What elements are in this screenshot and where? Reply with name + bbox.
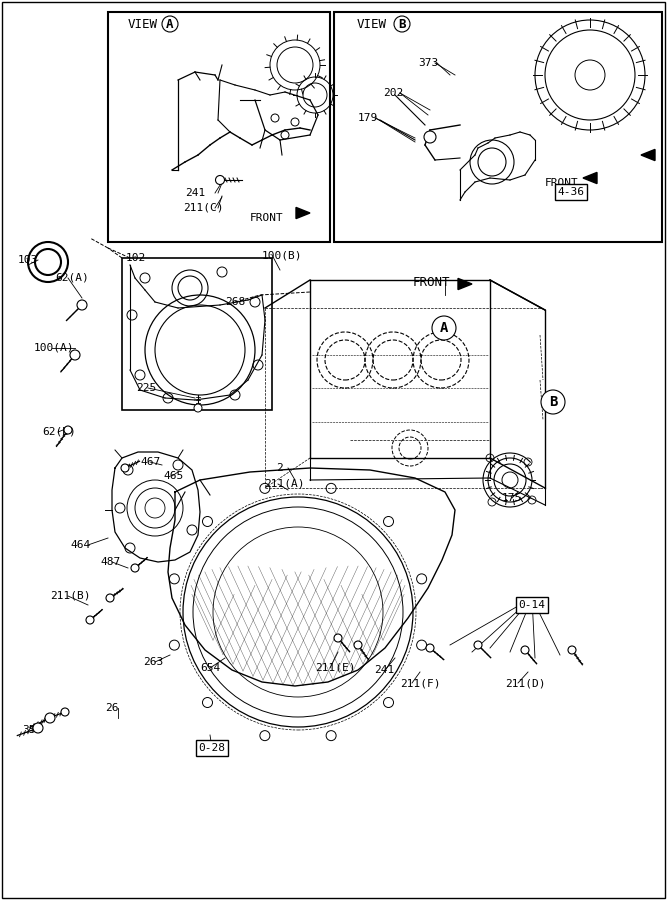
- Text: A: A: [166, 17, 173, 31]
- Text: 62(A): 62(A): [55, 273, 89, 283]
- Text: B: B: [549, 395, 557, 409]
- Text: 465: 465: [163, 471, 183, 481]
- Polygon shape: [296, 207, 310, 219]
- Text: FRONT: FRONT: [413, 276, 450, 290]
- Text: 654: 654: [200, 663, 220, 673]
- Text: 467: 467: [140, 457, 160, 467]
- Text: 241: 241: [374, 665, 394, 675]
- Text: 211(B): 211(B): [50, 591, 91, 601]
- Text: 0-14: 0-14: [518, 600, 546, 610]
- Bar: [334, 12, 662, 242]
- Text: 211(C): 211(C): [183, 203, 223, 213]
- Text: 241: 241: [185, 188, 205, 198]
- Circle shape: [215, 176, 225, 184]
- Text: 179: 179: [358, 113, 378, 123]
- Circle shape: [61, 708, 69, 716]
- Polygon shape: [583, 173, 597, 184]
- Text: 0-28: 0-28: [199, 743, 225, 753]
- Text: FRONT: FRONT: [545, 178, 579, 188]
- Text: 202: 202: [383, 88, 404, 98]
- Circle shape: [106, 594, 114, 602]
- Text: 26: 26: [105, 703, 119, 713]
- Bar: [108, 12, 330, 242]
- Circle shape: [86, 616, 94, 624]
- Text: 464: 464: [70, 540, 90, 550]
- Circle shape: [64, 426, 72, 434]
- Circle shape: [521, 646, 529, 654]
- Text: A: A: [440, 321, 448, 335]
- Text: 2: 2: [276, 463, 283, 473]
- Circle shape: [70, 350, 80, 360]
- Text: 211(A): 211(A): [264, 479, 305, 489]
- Circle shape: [162, 16, 178, 32]
- Circle shape: [334, 634, 342, 642]
- Circle shape: [33, 723, 43, 733]
- Text: 225: 225: [136, 383, 156, 393]
- Circle shape: [474, 641, 482, 649]
- Text: 103: 103: [18, 255, 38, 265]
- Circle shape: [568, 646, 576, 654]
- Text: 211(D): 211(D): [505, 678, 546, 688]
- Circle shape: [194, 404, 202, 412]
- Circle shape: [131, 564, 139, 572]
- Text: 358: 358: [22, 725, 42, 735]
- Circle shape: [541, 390, 565, 414]
- Text: B: B: [398, 17, 406, 31]
- Text: 373: 373: [418, 58, 438, 68]
- Circle shape: [121, 464, 129, 472]
- Text: 175: 175: [502, 493, 522, 503]
- Circle shape: [354, 641, 362, 649]
- Text: 268: 268: [225, 297, 245, 307]
- Text: FRONT: FRONT: [250, 213, 283, 223]
- Circle shape: [424, 131, 436, 143]
- Text: 211(E): 211(E): [315, 663, 356, 673]
- Circle shape: [45, 713, 55, 723]
- Circle shape: [394, 16, 410, 32]
- Text: 4-36: 4-36: [558, 187, 584, 197]
- Text: 211(F): 211(F): [400, 678, 440, 688]
- Polygon shape: [458, 278, 472, 290]
- Text: 100(B): 100(B): [262, 250, 303, 260]
- Polygon shape: [641, 149, 655, 160]
- Text: VIEW: VIEW: [128, 17, 158, 31]
- Circle shape: [77, 300, 87, 310]
- Bar: [122, 258, 272, 410]
- Text: 62(B): 62(B): [42, 427, 76, 437]
- Text: 102: 102: [126, 253, 146, 263]
- Circle shape: [426, 644, 434, 652]
- Text: VIEW: VIEW: [357, 17, 387, 31]
- Text: 100(A): 100(A): [34, 343, 75, 353]
- Text: 263: 263: [143, 657, 163, 667]
- Circle shape: [432, 316, 456, 340]
- Text: 487: 487: [100, 557, 120, 567]
